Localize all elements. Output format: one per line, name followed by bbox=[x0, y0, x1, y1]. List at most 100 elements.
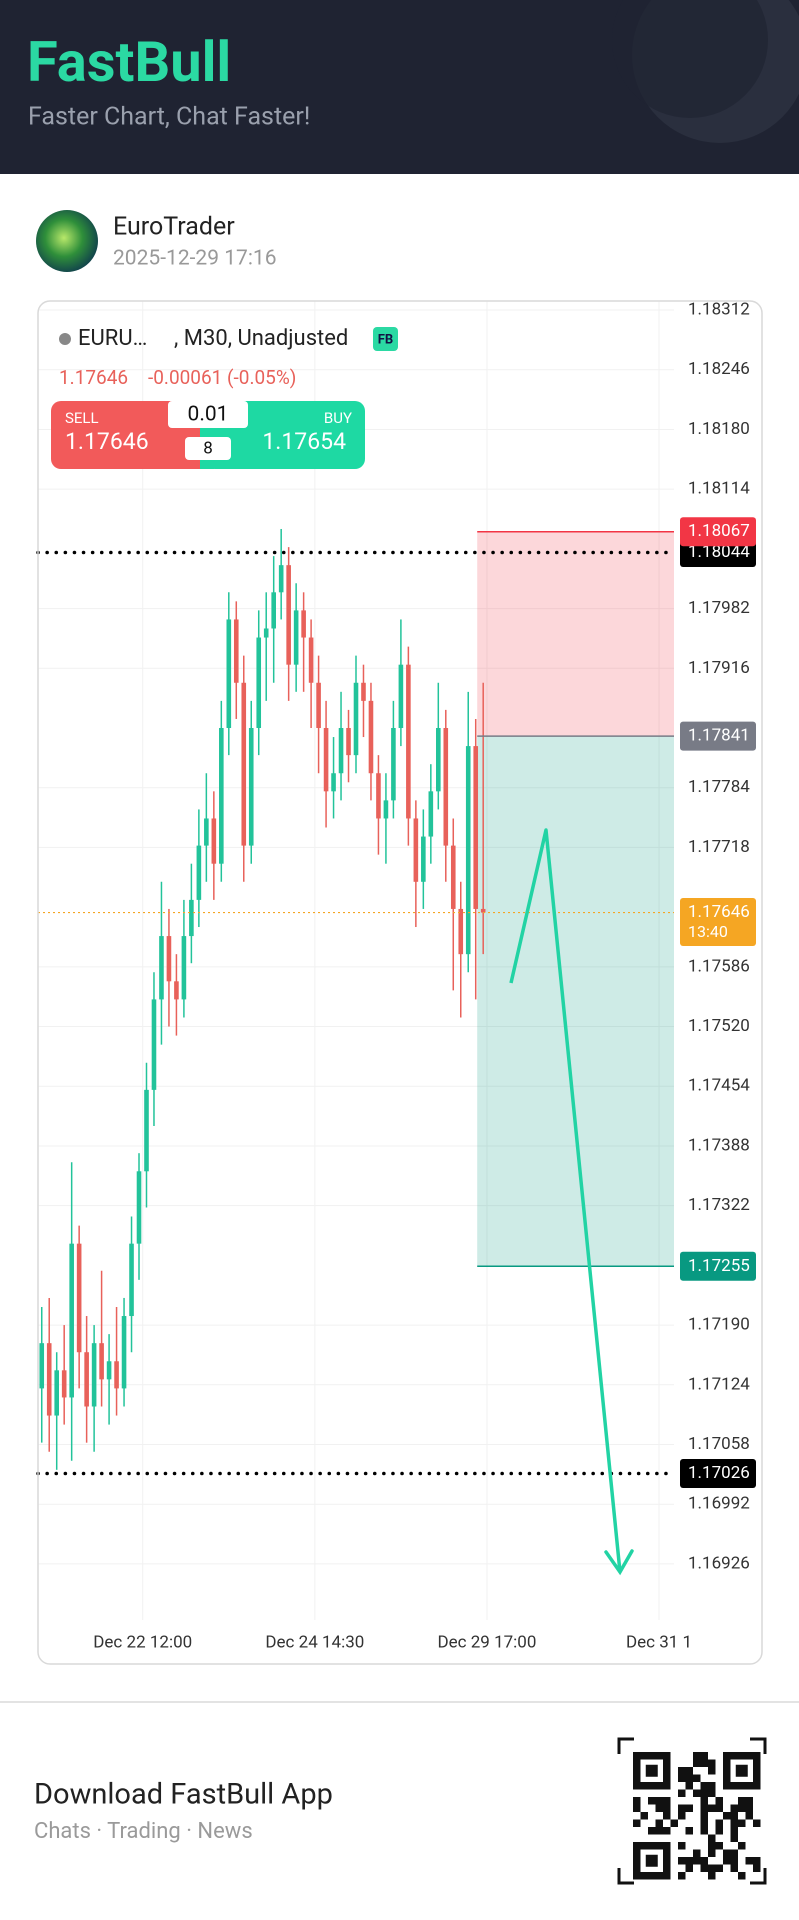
y-tick-label: 1.17058 bbox=[688, 1434, 750, 1454]
candle-body bbox=[121, 1316, 127, 1389]
y-tick-label: 1.17916 bbox=[688, 658, 750, 678]
candle-body bbox=[204, 818, 209, 846]
candle-body bbox=[436, 728, 441, 792]
y-tick-label: 1.17454 bbox=[688, 1076, 750, 1096]
x-tick-label: Dec 24 14:30 bbox=[265, 1632, 364, 1652]
candle-body bbox=[166, 936, 172, 982]
lot: 0.01 bbox=[188, 403, 229, 427]
candle-body bbox=[69, 1243, 74, 1398]
candle-body bbox=[316, 682, 321, 729]
tagline: Faster Chart, Chat Faster! bbox=[28, 103, 310, 132]
candle-body bbox=[271, 592, 276, 629]
candle-body bbox=[174, 981, 179, 1000]
price-tag-label: 1.17646 bbox=[688, 902, 750, 922]
badge: FB bbox=[378, 332, 393, 347]
candle-body bbox=[361, 682, 366, 701]
candle-body bbox=[480, 908, 486, 913]
sell-price: 1.17646 bbox=[65, 428, 149, 455]
last-price: 1.17646 bbox=[59, 366, 128, 389]
x-tick-label: Dec 22 12:00 bbox=[93, 1632, 192, 1652]
y-tick-label: 1.17982 bbox=[688, 598, 750, 618]
chart-title: , M30, Unadjusted bbox=[174, 326, 348, 351]
buy-label: BUY bbox=[324, 409, 352, 427]
candle-body bbox=[61, 1370, 67, 1398]
candle-body bbox=[181, 936, 187, 1000]
candle-body bbox=[241, 682, 247, 846]
y-tick-label: 1.17388 bbox=[688, 1135, 750, 1155]
candle-body bbox=[114, 1361, 119, 1389]
symbol[interactable]: EURU… bbox=[78, 326, 147, 351]
y-tick-label: 1.16992 bbox=[688, 1494, 750, 1514]
candle-body bbox=[331, 773, 336, 792]
avatar[interactable] bbox=[36, 210, 98, 272]
candle-body bbox=[458, 908, 464, 955]
price-change: -0.00061 (-0.05%) bbox=[148, 366, 296, 389]
candle-body bbox=[278, 565, 284, 593]
y-tick-label: 1.17718 bbox=[688, 837, 750, 857]
candle-body bbox=[473, 746, 479, 909]
candle-body bbox=[189, 899, 194, 937]
price-tag-label: 1.17026 bbox=[688, 1463, 750, 1483]
candle-body bbox=[323, 728, 329, 792]
candle-body bbox=[106, 1361, 112, 1380]
y-tick-label: 1.17124 bbox=[688, 1374, 750, 1394]
candle-body bbox=[465, 746, 471, 955]
candle-body bbox=[428, 791, 434, 837]
y-tick-label: 1.18246 bbox=[688, 359, 750, 379]
qr-frame[interactable] bbox=[617, 1737, 767, 1885]
candle-body bbox=[256, 637, 262, 729]
candle-body bbox=[301, 610, 306, 638]
y-tick-label: 1.17322 bbox=[688, 1195, 750, 1215]
candle-body bbox=[338, 728, 344, 774]
badge-bg bbox=[373, 327, 398, 351]
countdown: 13:40 bbox=[688, 922, 728, 941]
candle-body bbox=[346, 728, 351, 756]
candle-body bbox=[54, 1370, 60, 1416]
y-tick-label: 1.17586 bbox=[688, 956, 750, 976]
y-tick-label: 1.18312 bbox=[688, 300, 750, 320]
y-tick-label: 1.16926 bbox=[688, 1553, 750, 1573]
candle-body bbox=[46, 1343, 52, 1416]
candle-body bbox=[159, 936, 164, 1000]
candle-body bbox=[376, 773, 381, 819]
candle-body bbox=[450, 845, 456, 909]
candle-body bbox=[293, 610, 299, 665]
candle-body bbox=[219, 728, 224, 864]
price-tag-label: 1.18044 bbox=[688, 542, 750, 562]
price-tag bbox=[680, 898, 756, 947]
sell-label: SELL bbox=[65, 409, 99, 427]
x-tick-label: Dec 31 1 bbox=[626, 1632, 692, 1652]
candle-body bbox=[84, 1352, 89, 1407]
candle-body bbox=[99, 1343, 104, 1380]
candle-body bbox=[406, 664, 411, 819]
candle-body bbox=[136, 1171, 142, 1244]
qr-code[interactable] bbox=[633, 1752, 761, 1880]
candle-body bbox=[286, 565, 291, 665]
lot-box[interactable] bbox=[168, 401, 248, 428]
header-decor bbox=[612, 0, 768, 118]
candle-body bbox=[308, 637, 314, 683]
price-tag-label: 1.18067 bbox=[688, 521, 750, 541]
count: 8 bbox=[203, 438, 213, 458]
x-tick-label: Dec 29 17:00 bbox=[437, 1632, 536, 1652]
price-tag bbox=[680, 517, 756, 547]
price-tag-label: 1.17841 bbox=[688, 726, 750, 746]
candle-body bbox=[263, 628, 269, 638]
candle-body bbox=[91, 1343, 97, 1407]
candle-body bbox=[76, 1243, 82, 1353]
footer-subtitle: Chats · Trading · News bbox=[34, 1819, 253, 1844]
drawn-arrow bbox=[509, 828, 622, 1573]
card-border bbox=[37, 300, 763, 1665]
arrow-head bbox=[604, 1549, 634, 1576]
author[interactable]: EuroTrader bbox=[113, 213, 235, 242]
candle-body bbox=[151, 999, 157, 1090]
y-tick-label: 1.17190 bbox=[688, 1315, 750, 1335]
y-tick-label: 1.17784 bbox=[688, 777, 750, 797]
brand: FastBull bbox=[27, 29, 231, 95]
price-tag-label: 1.17255 bbox=[688, 1256, 750, 1276]
plot: 1.18312 1.18246 1.18180 1.18114 1.17982 1.179… bbox=[36, 300, 756, 1652]
buy-price: 1.17654 bbox=[262, 428, 346, 455]
candle-body bbox=[391, 728, 396, 801]
candle-body bbox=[226, 619, 232, 729]
footer-title[interactable]: Download FastBull App bbox=[34, 1778, 333, 1812]
